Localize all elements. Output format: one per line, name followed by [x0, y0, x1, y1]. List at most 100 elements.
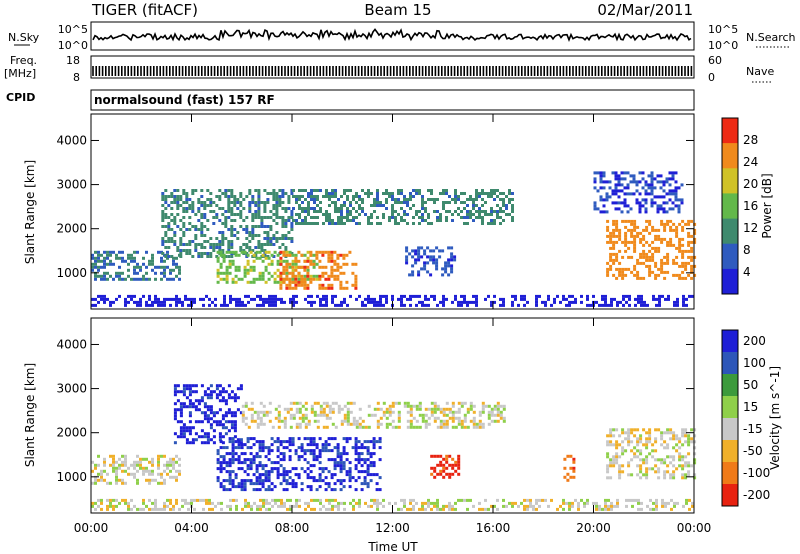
- echo-cell: [478, 422, 482, 426]
- echo-cell: [160, 481, 163, 485]
- echo-cell: [223, 300, 226, 304]
- echo-cell: [236, 231, 240, 234]
- echo-cell: [292, 294, 295, 298]
- echo-cell: [601, 507, 604, 511]
- echo-cell: [621, 449, 625, 453]
- echo-cell: [433, 469, 437, 473]
- echo-cell: [668, 183, 672, 187]
- echo-cell: [475, 216, 478, 219]
- echo-cell: [666, 222, 670, 226]
- echo-cell: [650, 204, 654, 208]
- echo-cell: [243, 485, 247, 489]
- echo-cell: [109, 300, 112, 304]
- echo-cell: [252, 268, 256, 272]
- echo-cell: [691, 294, 694, 298]
- echo-cell: [259, 504, 262, 508]
- echo-cell: [652, 297, 655, 301]
- echo-cell: [271, 297, 274, 301]
- echo-cell: [339, 479, 343, 483]
- echo-cell: [200, 396, 204, 400]
- echo-cell: [179, 228, 183, 231]
- echo-cell: [615, 452, 619, 456]
- echo-cell: [606, 464, 610, 468]
- echo-cell: [227, 249, 231, 252]
- echo-cell: [313, 222, 316, 225]
- echo-cell: [267, 476, 271, 480]
- echo-cell: [100, 259, 103, 263]
- echo-cell: [212, 414, 216, 418]
- echo-cell: [566, 472, 570, 476]
- echo-cell: [609, 234, 613, 238]
- echo-cell: [200, 384, 204, 388]
- echo-cell: [319, 297, 322, 301]
- echo-cell: [382, 303, 385, 307]
- echo-cell: [175, 300, 178, 304]
- echo-cell: [363, 458, 367, 462]
- echo-cell: [681, 249, 685, 253]
- echo-cell: [418, 507, 421, 511]
- echo-cell: [309, 274, 313, 278]
- echo-cell: [133, 250, 136, 254]
- echo-cell: [627, 443, 631, 447]
- echo-cell: [178, 469, 181, 473]
- echo-cell: [215, 423, 219, 427]
- echo-cell: [316, 425, 320, 429]
- echo-cell: [611, 192, 615, 196]
- echo-cell: [382, 204, 385, 207]
- echo-cell: [220, 303, 223, 307]
- echo-cell: [290, 189, 294, 192]
- echo-cell: [136, 250, 139, 254]
- echo-cell: [568, 294, 571, 298]
- echo-cell: [418, 404, 422, 408]
- echo-cell: [361, 300, 364, 304]
- echo-cell: [280, 300, 283, 304]
- echo-cell: [103, 277, 106, 281]
- echo-cell: [283, 501, 286, 505]
- echo-cell: [331, 498, 334, 502]
- echo-cell: [167, 237, 171, 240]
- echo-cell: [385, 425, 389, 429]
- echo-cell: [388, 195, 391, 198]
- echo-cell: [265, 413, 269, 417]
- echo-cell: [361, 207, 364, 210]
- echo-cell: [200, 252, 204, 255]
- echo-cell: [121, 250, 124, 254]
- echo-cell: [121, 454, 124, 458]
- echo-cell: [209, 243, 213, 246]
- echo-cell: [148, 478, 151, 482]
- echo-cell: [225, 488, 229, 492]
- echo-cell: [112, 262, 115, 266]
- echo-cell: [218, 195, 222, 198]
- echo-cell: [652, 507, 655, 511]
- echo-cell: [621, 470, 625, 474]
- echo-cell: [139, 466, 142, 470]
- echo-cell: [212, 420, 216, 424]
- echo-cell: [160, 472, 163, 476]
- echo-cell: [475, 422, 479, 426]
- echo-cell: [271, 504, 274, 508]
- echo-cell: [457, 303, 460, 307]
- echo-cell: [547, 294, 550, 298]
- echo-cell: [124, 297, 127, 301]
- echo-cell: [391, 216, 394, 219]
- echo-cell: [251, 216, 255, 219]
- echo-cell: [648, 243, 652, 247]
- echo-cell: [227, 384, 231, 388]
- echo-cell: [161, 198, 165, 201]
- echo-cell: [354, 277, 358, 281]
- echo-cell: [221, 213, 225, 216]
- echo-cell: [612, 273, 616, 277]
- echo-cell: [667, 294, 670, 298]
- echo-cell: [312, 274, 316, 278]
- echo-cell: [388, 216, 391, 219]
- echo-cell: [219, 262, 223, 266]
- echo-cell: [206, 414, 210, 418]
- echo-cell: [298, 216, 301, 219]
- echo-cell: [638, 192, 642, 196]
- echo-cell: [373, 303, 376, 307]
- echo-cell: [258, 271, 262, 275]
- echo-cell: [288, 443, 292, 447]
- echo-cell: [151, 256, 154, 260]
- echo-cell: [418, 407, 422, 411]
- echo-cell: [612, 258, 616, 262]
